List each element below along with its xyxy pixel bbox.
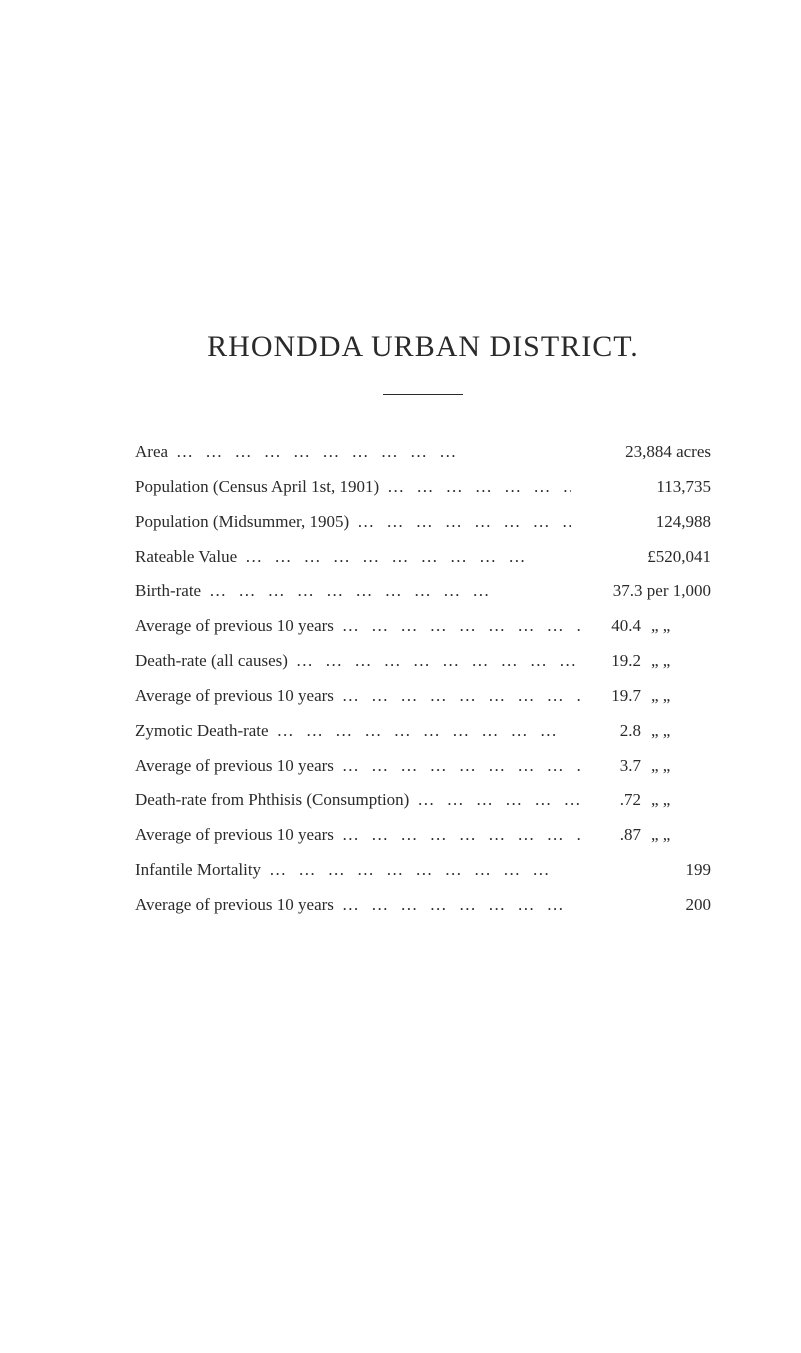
table-row: Infantile Mortality … … … … … … … … … … … xyxy=(135,853,711,888)
leader-dots: … … … … … … … … … … xyxy=(334,679,581,714)
row-value: 199 xyxy=(571,853,711,888)
leader-dots: … … … … … … … … … … xyxy=(349,505,571,540)
page-title: RHONDDA URBAN DISTRICT. xyxy=(135,330,711,364)
leader-dots: … … … … … … … … … … xyxy=(334,818,581,853)
row-value: 37.3 per 1,000 xyxy=(571,574,711,609)
leader-dots: … … … … … … … … … … xyxy=(201,574,571,609)
row-value: 200 xyxy=(571,888,711,923)
row-value: .72 xyxy=(581,783,641,818)
row-label: Average of previous 10 years xyxy=(135,888,334,923)
row-label: Average of previous 10 years xyxy=(135,818,334,853)
row-unit: „ „ xyxy=(641,714,711,749)
row-value: 40.4 xyxy=(581,609,641,644)
row-label: Population (Census April 1st, 1901) xyxy=(135,470,379,505)
leader-dots: … … … … … … … … … … xyxy=(334,609,581,644)
table-row: Average of previous 10 years … … … … … …… xyxy=(135,609,711,644)
row-unit: „ „ xyxy=(641,644,711,679)
row-label: Average of previous 10 years xyxy=(135,749,334,784)
table-row: Area … … … … … … … … … … 23,884 acres xyxy=(135,435,711,470)
row-label: Infantile Mortality xyxy=(135,853,261,888)
row-value: 3.7 xyxy=(581,749,641,784)
leader-dots: … … … … … … … … … … xyxy=(334,749,581,784)
leader-dots: … … … … … … … … … … xyxy=(237,540,571,575)
leader-dots: … … … … … … … … … … xyxy=(168,435,571,470)
statistics-table: Area … … … … … … … … … … 23,884 acres Po… xyxy=(135,435,711,923)
table-row: Zymotic Death-rate … … … … … … … … … … 2… xyxy=(135,714,711,749)
row-value: 23,884 acres xyxy=(571,435,711,470)
table-row: Population (Midsummer, 1905) … … … … … …… xyxy=(135,505,711,540)
leader-dots: … … … … … … … … … … xyxy=(269,714,581,749)
row-unit: „ „ xyxy=(641,783,711,818)
row-value: 19.2 xyxy=(581,644,641,679)
leader-dots: … … … … … … … … … … xyxy=(379,470,571,505)
leader-dots: … … … … … … … … … … xyxy=(288,644,581,679)
row-unit: „ „ xyxy=(641,749,711,784)
document-page: RHONDDA URBAN DISTRICT. Area … … … … … …… xyxy=(0,0,801,923)
row-label: Death-rate from Phthisis (Consumption) xyxy=(135,783,409,818)
row-value: .87 xyxy=(581,818,641,853)
row-unit: „ „ xyxy=(641,818,711,853)
leader-dots: … … … … … … … … … … xyxy=(334,888,571,923)
table-row: Population (Census April 1st, 1901) … … … xyxy=(135,470,711,505)
table-row: Death-rate from Phthisis (Consumption) …… xyxy=(135,783,711,818)
row-value: 113,735 xyxy=(571,470,711,505)
table-row: Rateable Value … … … … … … … … … … £520,… xyxy=(135,540,711,575)
title-divider xyxy=(383,394,463,395)
row-label: Average of previous 10 years xyxy=(135,679,334,714)
table-row: Average of previous 10 years … … … … … …… xyxy=(135,679,711,714)
row-value: 124,988 xyxy=(571,505,711,540)
row-label: Area xyxy=(135,435,168,470)
row-label: Zymotic Death-rate xyxy=(135,714,269,749)
table-row: Average of previous 10 years … … … … … …… xyxy=(135,749,711,784)
leader-dots: … … … … … … … … … … xyxy=(261,853,571,888)
row-unit: „ „ xyxy=(641,679,711,714)
table-row: Average of previous 10 years … … … … … …… xyxy=(135,818,711,853)
row-label: Rateable Value xyxy=(135,540,237,575)
row-value: £520,041 xyxy=(571,540,711,575)
row-value: 2.8 xyxy=(581,714,641,749)
row-label: Birth-rate xyxy=(135,574,201,609)
row-unit: „ „ xyxy=(641,609,711,644)
table-row: Birth-rate … … … … … … … … … … 37.3 per … xyxy=(135,574,711,609)
leader-dots: … … … … … … … … … … xyxy=(409,783,581,818)
row-label: Death-rate (all causes) xyxy=(135,644,288,679)
row-label: Population (Midsummer, 1905) xyxy=(135,505,349,540)
row-value: 19.7 xyxy=(581,679,641,714)
row-label: Average of previous 10 years xyxy=(135,609,334,644)
table-row: Death-rate (all causes) … … … … … … … … … xyxy=(135,644,711,679)
table-row: Average of previous 10 years … … … … … …… xyxy=(135,888,711,923)
